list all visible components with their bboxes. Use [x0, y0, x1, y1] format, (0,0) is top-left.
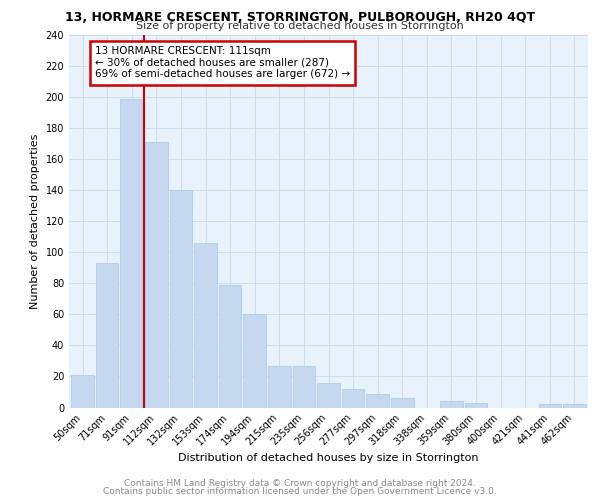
Bar: [465, 403, 487, 407]
Bar: [391, 398, 413, 407]
Bar: [170, 190, 192, 408]
Bar: [367, 394, 389, 407]
Bar: [244, 314, 266, 408]
Y-axis label: Number of detached properties: Number of detached properties: [30, 134, 40, 309]
Bar: [539, 404, 561, 407]
Text: 13 HORMARE CRESCENT: 111sqm
← 30% of detached houses are smaller (287)
69% of se: 13 HORMARE CRESCENT: 111sqm ← 30% of det…: [95, 46, 350, 80]
Text: 13, HORMARE CRESCENT, STORRINGTON, PULBOROUGH, RH20 4QT: 13, HORMARE CRESCENT, STORRINGTON, PULBO…: [65, 11, 535, 24]
Bar: [342, 389, 364, 407]
Bar: [268, 366, 290, 408]
Text: Contains public sector information licensed under the Open Government Licence v3: Contains public sector information licen…: [103, 487, 497, 496]
Bar: [96, 263, 118, 408]
X-axis label: Distribution of detached houses by size in Storrington: Distribution of detached houses by size …: [178, 453, 479, 463]
Bar: [293, 366, 315, 408]
Text: Size of property relative to detached houses in Storrington: Size of property relative to detached ho…: [136, 21, 464, 31]
Bar: [145, 142, 167, 407]
Bar: [563, 404, 586, 407]
Bar: [71, 375, 94, 408]
Bar: [317, 382, 340, 407]
Bar: [440, 402, 463, 407]
Bar: [194, 243, 217, 408]
Bar: [121, 98, 143, 407]
Bar: [219, 285, 241, 408]
Text: Contains HM Land Registry data © Crown copyright and database right 2024.: Contains HM Land Registry data © Crown c…: [124, 478, 476, 488]
